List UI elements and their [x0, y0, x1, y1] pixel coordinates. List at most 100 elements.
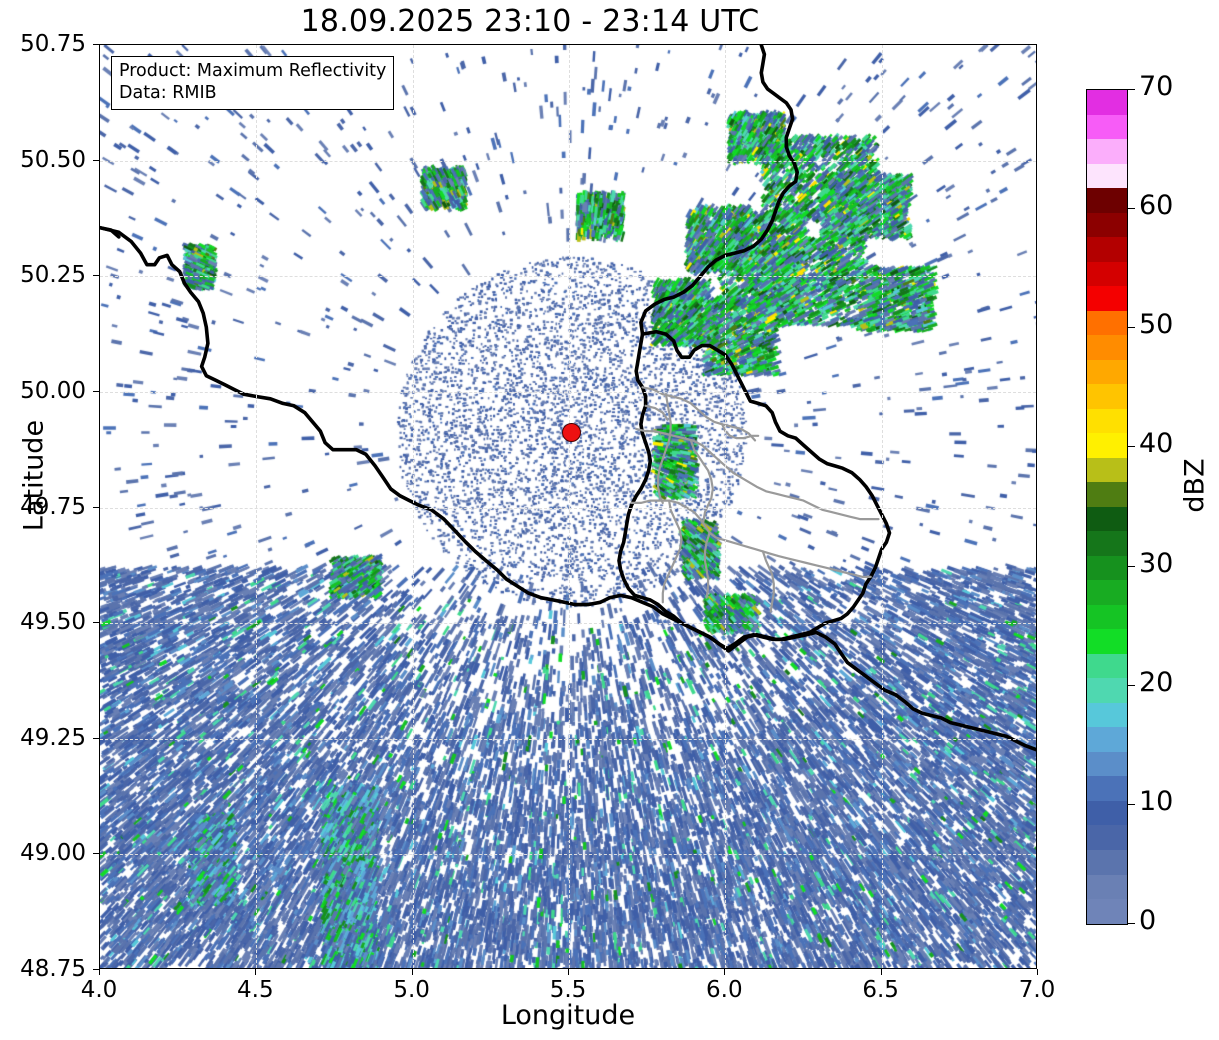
colorbar-tick-label: 60 — [1139, 190, 1174, 222]
colorbar-band — [1087, 114, 1127, 140]
colorbar-tick — [1127, 803, 1135, 805]
grid-line-vertical — [412, 45, 414, 968]
info-product-line: Product: Maximum Reflectivity — [119, 61, 387, 81]
colorbar-tick-label: 30 — [1139, 547, 1174, 579]
colorbar-band — [1087, 163, 1127, 189]
colorbar-band — [1087, 139, 1127, 164]
national-border — [100, 225, 1036, 752]
district-border — [630, 499, 872, 578]
national-border — [617, 329, 892, 651]
y-tick-label: 49.50 — [20, 609, 86, 636]
page-title: 18.09.2025 23:10 - 23:14 UTC — [300, 4, 760, 39]
district-border — [641, 386, 757, 442]
colorbar-band — [1087, 506, 1127, 532]
colorbar-tick-label: 70 — [1139, 71, 1174, 102]
colorbar-band — [1087, 899, 1127, 924]
grid-line-horizontal — [100, 623, 1036, 625]
colorbar-tick — [1127, 327, 1135, 329]
grid-line-vertical — [256, 45, 258, 968]
x-tick — [255, 969, 257, 975]
colorbar-band — [1087, 531, 1127, 556]
grid-line-horizontal — [100, 276, 1036, 278]
colorbar-tick — [1127, 446, 1135, 448]
y-tick-label: 50.75 — [20, 31, 86, 57]
colorbar-band — [1087, 604, 1127, 630]
y-tick-label: 49.00 — [20, 840, 86, 867]
district-border — [635, 427, 880, 521]
colorbar-band — [1087, 678, 1127, 703]
y-tick — [93, 506, 99, 508]
colorbar-band — [1087, 310, 1127, 336]
x-tick-label: 6.5 — [862, 977, 899, 1003]
y-tick — [93, 44, 99, 45]
colorbar-band — [1087, 384, 1127, 409]
x-tick — [568, 969, 569, 975]
colorbar-band — [1087, 408, 1127, 434]
y-tick — [93, 622, 99, 624]
district-border — [703, 531, 711, 599]
y-tick — [93, 737, 99, 739]
y-tick — [93, 853, 99, 855]
y-axis-title: Latitude — [18, 419, 50, 532]
colorbar-band — [1087, 237, 1127, 262]
colorbar — [1086, 89, 1128, 925]
info-data-line: Data: RMIB — [119, 83, 217, 104]
colorbar-tick-label: 0 — [1139, 905, 1157, 936]
product-info-box: Product: Maximum Reflectivity Data: RMIB — [111, 56, 395, 110]
colorbar-band — [1087, 286, 1127, 311]
national-border — [639, 45, 799, 336]
x-tick — [880, 969, 882, 975]
colorbar-tick — [1127, 208, 1135, 210]
y-tick-label: 48.75 — [20, 956, 86, 982]
colorbar-band — [1087, 212, 1127, 238]
y-tick-label: 50.50 — [20, 146, 86, 173]
colorbar-band — [1087, 482, 1127, 507]
grid-line-vertical — [881, 45, 883, 968]
colorbar-band — [1087, 433, 1127, 458]
colorbar-band — [1087, 776, 1127, 801]
x-tick — [99, 969, 100, 975]
colorbar-tick-label: 20 — [1139, 666, 1174, 698]
radar-station-marker[interactable] — [562, 422, 582, 442]
district-border — [657, 393, 672, 504]
colorbar-band — [1087, 629, 1127, 654]
radar-echo-layer — [100, 45, 1036, 968]
colorbar-band — [1087, 188, 1127, 213]
map-plot-area[interactable]: Product: Maximum Reflectivity Data: RMIB — [99, 44, 1037, 969]
grid-line-vertical — [725, 45, 727, 968]
colorbar-band — [1087, 751, 1127, 777]
grid-line-horizontal — [100, 854, 1036, 856]
y-tick-label: 50.25 — [20, 262, 86, 289]
grid-line-horizontal — [100, 391, 1036, 393]
district-border — [644, 404, 669, 421]
grid-line-vertical — [569, 45, 570, 968]
x-tick — [411, 969, 413, 975]
colorbar-title: dBZ — [1179, 458, 1211, 513]
y-tick — [93, 390, 99, 392]
x-axis-title: Longitude — [500, 1000, 636, 1031]
grid-line-horizontal — [100, 507, 1036, 509]
x-tick — [1037, 969, 1038, 975]
colorbar-band — [1087, 359, 1127, 385]
colorbar-band — [1087, 580, 1127, 605]
colorbar-band — [1087, 874, 1127, 900]
y-tick-label: 49.25 — [20, 724, 86, 751]
grid-line-horizontal — [100, 160, 1036, 162]
colorbar-band — [1087, 825, 1127, 850]
colorbar-band — [1087, 555, 1127, 581]
colorbar-tick-label: 40 — [1139, 428, 1174, 460]
colorbar-band — [1087, 261, 1127, 287]
colorbar-band — [1087, 653, 1127, 679]
colorbar-band — [1087, 335, 1127, 360]
y-tick — [93, 275, 99, 277]
x-tick-label: 4.0 — [80, 977, 118, 1003]
colorbar-band — [1087, 702, 1127, 728]
colorbar-tick — [1127, 684, 1135, 686]
x-tick-label: 7.0 — [1018, 977, 1056, 1003]
x-tick-label: 6.0 — [706, 977, 743, 1003]
district-border — [721, 423, 760, 440]
x-tick-label: 4.5 — [237, 977, 274, 1003]
y-tick — [93, 969, 99, 970]
colorbar-band — [1087, 849, 1127, 875]
